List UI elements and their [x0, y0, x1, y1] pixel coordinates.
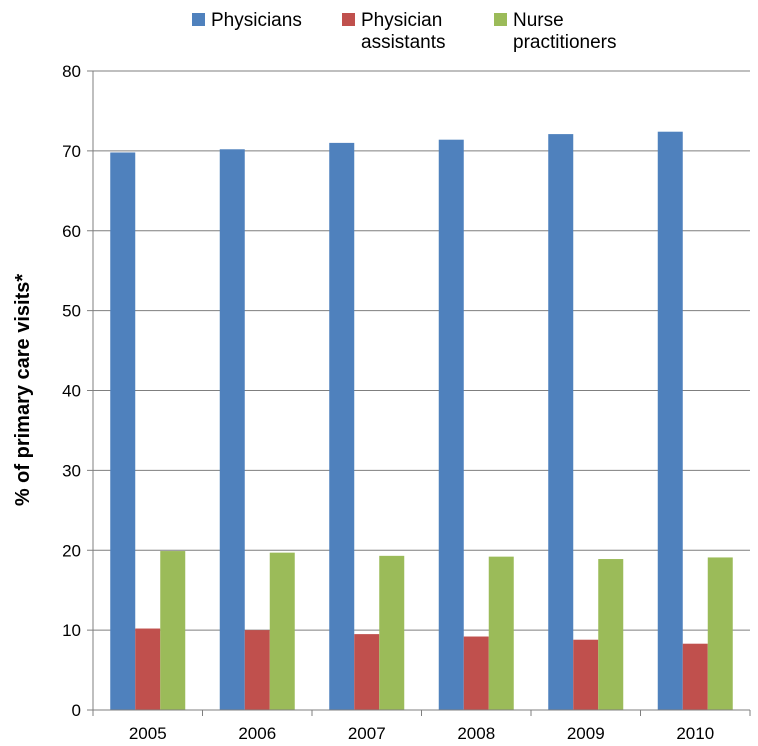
x-tick-labels: 2005 2006 2007 2008 2009 2010: [129, 724, 714, 743]
x-tick-label: 2010: [676, 724, 714, 743]
x-tick-label: 2005: [129, 724, 167, 743]
bar-nurse-practitioners-2009: [598, 559, 624, 710]
bar-physician-assistants-2008: [463, 636, 489, 710]
y-tick-label: 50: [62, 302, 81, 321]
bar-physicians-2005: [110, 152, 136, 710]
x-tick-label: 2008: [457, 724, 495, 743]
bar-nurse-practitioners-2006: [269, 552, 295, 710]
bar-nurse-practitioners-2005: [160, 551, 186, 710]
y-axis-label: % of primary care visits*: [12, 274, 34, 507]
bar-physician-assistants-2009: [573, 639, 599, 710]
legend-label: Nurse: [513, 10, 564, 31]
bar-physician-assistants-2005: [135, 628, 161, 710]
bar-nurse-practitioners-2007: [379, 555, 405, 710]
legend-label: Physicians: [211, 10, 302, 31]
bar-physician-assistants-2006: [244, 630, 270, 710]
bars: [110, 131, 733, 711]
x-tick-label: 2006: [238, 724, 276, 743]
bar-physicians-2009: [548, 134, 574, 710]
axes: [92, 71, 751, 716]
y-tick-label: 30: [62, 461, 81, 480]
bar-physician-assistants-2010: [682, 643, 708, 710]
bar-physicians-2010: [657, 131, 683, 710]
y-tick-label: 10: [62, 621, 81, 640]
y-tick-labels: 0 10 20 30 40 50 60 70 80: [62, 62, 81, 720]
bar-physician-assistants-2007: [354, 634, 380, 710]
y-tick-label: 40: [62, 382, 81, 401]
y-tick-label: 60: [62, 222, 81, 241]
legend-label: assistants: [361, 32, 445, 53]
legend-label: Physician: [361, 10, 442, 31]
x-tick-label: 2009: [567, 724, 605, 743]
bar-physicians-2007: [329, 142, 355, 710]
legend-swatch: [494, 13, 507, 26]
bar-nurse-practitioners-2010: [707, 557, 733, 710]
legend-swatch: [192, 13, 205, 26]
bar-physicians-2008: [438, 139, 464, 710]
bar-physicians-2006: [219, 149, 245, 711]
x-tick-label: 2007: [348, 724, 386, 743]
y-tick-label: 20: [62, 541, 81, 560]
legend-swatch: [342, 13, 355, 26]
y-tick-label: 0: [72, 701, 81, 720]
gridlines: [87, 70, 750, 711]
y-tick-label: 70: [62, 142, 81, 161]
bar-nurse-practitioners-2008: [488, 556, 514, 710]
y-tick-label: 80: [62, 62, 81, 81]
legend-label: practitioners: [513, 32, 617, 53]
